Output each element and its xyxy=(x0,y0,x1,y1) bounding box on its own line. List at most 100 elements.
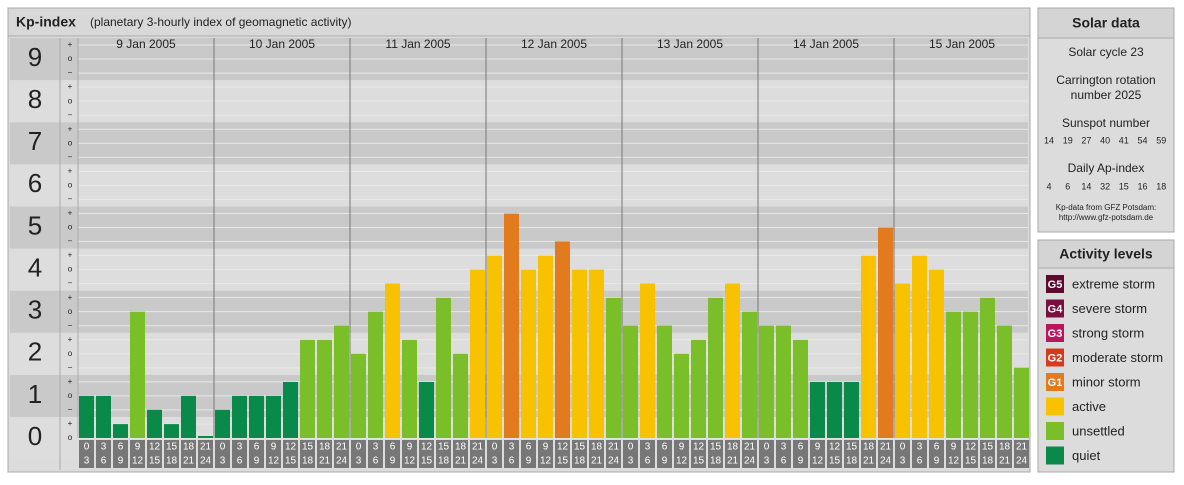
hour-label: 0 xyxy=(84,442,90,453)
hour-label: 12 xyxy=(829,442,841,453)
hour-label: 18 xyxy=(455,442,467,453)
hour-label: 15 xyxy=(285,456,297,467)
hour-box xyxy=(844,440,859,468)
hour-label: 12 xyxy=(948,456,960,467)
hour-label: 9 xyxy=(662,456,668,467)
bar xyxy=(334,325,349,438)
hour-label: 18 xyxy=(846,456,858,467)
minor-label: o xyxy=(68,138,73,147)
day-label: 13 Jan 2005 xyxy=(657,37,723,51)
sunspot-title: Sunspot number xyxy=(1062,116,1150,130)
hour-box xyxy=(283,440,298,468)
hour-label: 15 xyxy=(693,456,705,467)
hour-label: 3 xyxy=(492,456,498,467)
hour-label: 15 xyxy=(557,456,569,467)
hour-label: 24 xyxy=(200,456,212,467)
hour-box xyxy=(674,440,689,468)
bar xyxy=(419,382,434,438)
hour-box xyxy=(164,440,179,468)
bar xyxy=(844,382,859,438)
minor-label: + xyxy=(68,124,73,133)
legend-swatch xyxy=(1046,299,1064,318)
ap-value: 14 xyxy=(1081,181,1091,191)
hour-box xyxy=(640,440,655,468)
legend-badge: G5 xyxy=(1048,279,1063,291)
hour-label: 6 xyxy=(645,456,651,467)
day-label: 10 Jan 2005 xyxy=(249,37,315,51)
hour-box xyxy=(997,440,1012,468)
minor-label: o xyxy=(68,96,73,105)
hour-box xyxy=(436,440,451,468)
bar xyxy=(283,382,298,438)
bar xyxy=(946,311,961,438)
bar xyxy=(181,395,196,438)
hour-box xyxy=(538,440,553,468)
hour-label: 6 xyxy=(798,442,804,453)
hour-label: 6 xyxy=(662,442,668,453)
hour-label: 21 xyxy=(183,456,195,467)
hour-label: 6 xyxy=(509,456,515,467)
minor-label: − xyxy=(68,152,73,161)
minor-label: − xyxy=(68,279,73,288)
hour-label: 3 xyxy=(764,456,770,467)
bar xyxy=(470,269,485,438)
hour-label: 15 xyxy=(982,442,994,453)
hour-box xyxy=(708,440,723,468)
bar xyxy=(776,325,791,438)
hour-box xyxy=(266,440,281,468)
legend-label: unsettled xyxy=(1072,423,1125,438)
hour-label: 12 xyxy=(676,456,688,467)
bar xyxy=(198,436,213,438)
hour-box xyxy=(878,440,893,468)
hour-label: 6 xyxy=(373,456,379,467)
minor-label: − xyxy=(68,195,73,204)
hour-box xyxy=(113,440,128,468)
minor-label: − xyxy=(68,363,73,372)
hour-label: 9 xyxy=(679,442,685,453)
hour-box xyxy=(198,440,213,468)
hour-label: 18 xyxy=(591,442,603,453)
ap-value: 16 xyxy=(1137,181,1147,191)
hour-label: 24 xyxy=(608,456,620,467)
solar-header xyxy=(1037,7,1175,39)
minor-label: o xyxy=(68,391,73,400)
sunspot-value: 40 xyxy=(1100,135,1110,145)
minor-label: + xyxy=(68,293,73,302)
sunspot-value: 54 xyxy=(1137,135,1147,145)
solar-cycle: Solar cycle 23 xyxy=(1068,45,1144,59)
hour-label: 0 xyxy=(220,442,226,453)
hour-label: 21 xyxy=(200,442,212,453)
hour-box xyxy=(317,440,332,468)
hour-box xyxy=(215,440,230,468)
hour-label: 21 xyxy=(999,456,1011,467)
hour-label: 18 xyxy=(982,456,994,467)
hour-box xyxy=(861,440,876,468)
hour-label: 3 xyxy=(645,442,651,453)
bar xyxy=(657,325,672,438)
hour-label: 0 xyxy=(628,442,634,453)
hour-label: 21 xyxy=(1016,442,1028,453)
hour-label: 3 xyxy=(373,442,379,453)
hour-label: 12 xyxy=(421,442,433,453)
hour-box xyxy=(368,440,383,468)
chart-title: Kp-index xyxy=(16,14,76,30)
y-tick-label: 4 xyxy=(28,252,42,282)
hour-label: 21 xyxy=(727,456,739,467)
hour-label: 9 xyxy=(271,442,277,453)
hour-box xyxy=(980,440,995,468)
minor-label: − xyxy=(68,237,73,246)
bar xyxy=(232,395,247,438)
hour-label: 0 xyxy=(764,442,770,453)
ap-title: Daily Ap-index xyxy=(1068,161,1145,175)
legend-header xyxy=(1037,239,1175,269)
hour-label: 18 xyxy=(302,456,314,467)
hour-label: 3 xyxy=(628,456,634,467)
hour-label: 9 xyxy=(118,456,124,467)
hour-box xyxy=(470,440,485,468)
hour-box xyxy=(504,440,519,468)
hour-label: 15 xyxy=(574,442,586,453)
hour-label: 21 xyxy=(880,442,892,453)
y-tick-label: 2 xyxy=(28,337,42,367)
hour-box xyxy=(96,440,111,468)
